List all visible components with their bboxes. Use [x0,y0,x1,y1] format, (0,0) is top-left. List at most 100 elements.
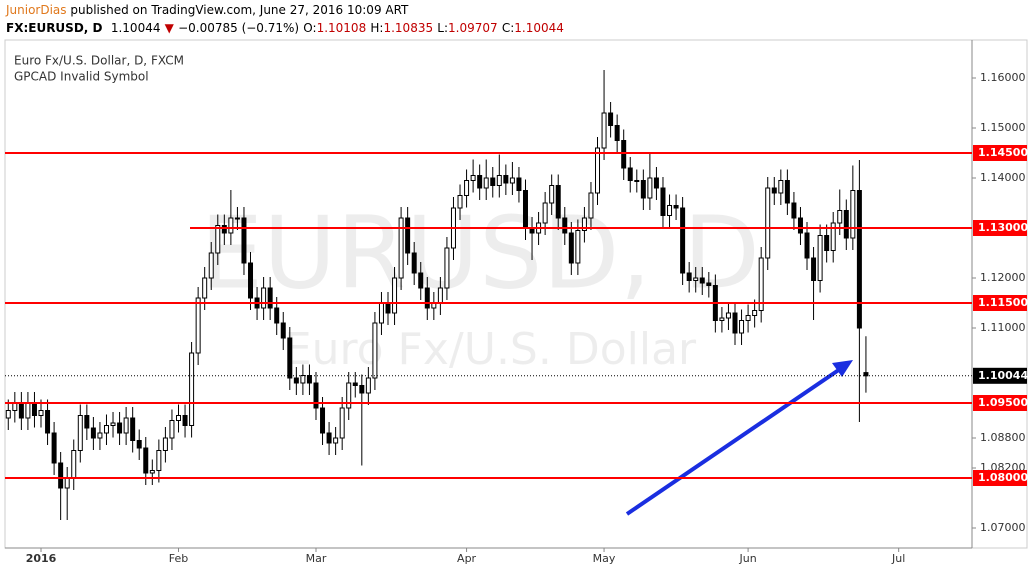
author[interactable]: JuniorDias [6,3,67,17]
candle-body [588,192,594,219]
x-tick-label: Apr [457,552,477,565]
candle-body [313,382,319,409]
annotation-arrow [625,363,848,516]
level-label: 1.11500 [978,296,1028,309]
candle-body [490,177,496,186]
published: published on TradingView.com, June 27, 2… [70,3,409,17]
candle-body [175,415,181,421]
candle-body [346,382,352,409]
candle-body [765,187,771,259]
candle-body [686,272,692,281]
candle-body [418,272,424,289]
x-tick-label: Jun [738,552,756,565]
candle-body [45,410,51,434]
candle-body [149,470,155,474]
candle-body [306,375,312,384]
candle-body [215,225,221,254]
level-label: 1.08000 [978,471,1028,484]
y-tick-label: 1.14000 [980,171,1026,184]
candle-body [326,432,332,444]
o-label: O: [303,21,317,35]
candle-body [555,185,561,219]
candle-body [392,277,398,314]
candle-body [595,147,601,194]
candle-body [84,415,90,429]
y-tick-label: 1.15000 [980,121,1026,134]
candle-body [136,440,142,449]
chart-title: Euro Fx/U.S. Dollar, D, FXCM [14,54,184,68]
candle-body [64,477,70,489]
candle-body [477,175,483,189]
candle-body [169,420,175,439]
annotation-arrowhead [832,360,853,377]
candle-body [405,217,411,254]
candle-body [856,190,862,329]
candle-body [824,235,830,251]
candle-body [31,402,37,416]
candle-body [261,287,267,309]
quote-line: FX:EURUSD, D 1.10044 ▼ −0.00785 (−0.71%)… [6,21,564,35]
candle-body [424,287,430,309]
candle-body [581,217,587,231]
candle-body [725,312,731,319]
candle-body [699,277,705,284]
candle-body [680,207,686,274]
candle-body [568,232,574,264]
candle-body [248,262,254,299]
o-value: 1.10108 [316,21,367,35]
y-tick-label: 1.16000 [980,71,1026,84]
candle-body [12,402,18,411]
candle-body [18,402,24,419]
candle-body [621,140,627,169]
candle-body [752,310,758,316]
candle-body [372,322,378,379]
candle-body [614,125,620,141]
h-label: H: [370,21,384,35]
last-price-tag [973,367,1027,384]
h-value: 1.10835 [383,21,434,35]
candle-body [208,252,214,279]
candle-body [863,372,869,377]
symbol: FX:EURUSD, D [6,21,103,35]
level-tag [973,145,1027,161]
candle-body [156,450,162,471]
candle-body [640,180,646,199]
plot-frame [4,39,1028,549]
candle-body [398,217,404,279]
l-label: L: [437,21,449,35]
candle-body [464,180,470,196]
y-tick-label: 1.08800 [980,431,1026,444]
candle-body [51,432,57,464]
candle-body [509,177,515,184]
candle-body [496,175,502,186]
candle-body [38,410,44,416]
candle-body [320,407,326,434]
candle-body [627,167,633,181]
watermark: EURUSD, D [200,194,760,311]
candle-body [411,252,417,274]
candle-body [234,217,240,220]
candle-body [287,337,293,379]
candle-body [791,202,797,219]
candle-body [58,462,64,489]
candle-body [280,322,286,339]
y-tick-label: 1.07000 [980,521,1026,534]
candle-body [333,437,339,444]
c-label: C: [501,21,515,35]
header: JuniorDias published on TradingView.com,… [0,0,1029,40]
candle-body [162,437,168,451]
candle-body [359,385,365,394]
candle-body [117,422,123,434]
candle-body [90,427,96,439]
level-tag [973,295,1027,311]
candle-body [562,217,568,234]
candle-body [339,407,345,439]
candle-body [457,195,463,209]
chart-subtitle: GPCAD Invalid Symbol [14,70,149,84]
candle-body [470,175,476,181]
change: −0.00785 (−0.71%) [178,21,300,35]
y-tick-label: 1.12000 [980,271,1026,284]
candle-body [503,175,509,184]
candle-body [352,382,358,386]
